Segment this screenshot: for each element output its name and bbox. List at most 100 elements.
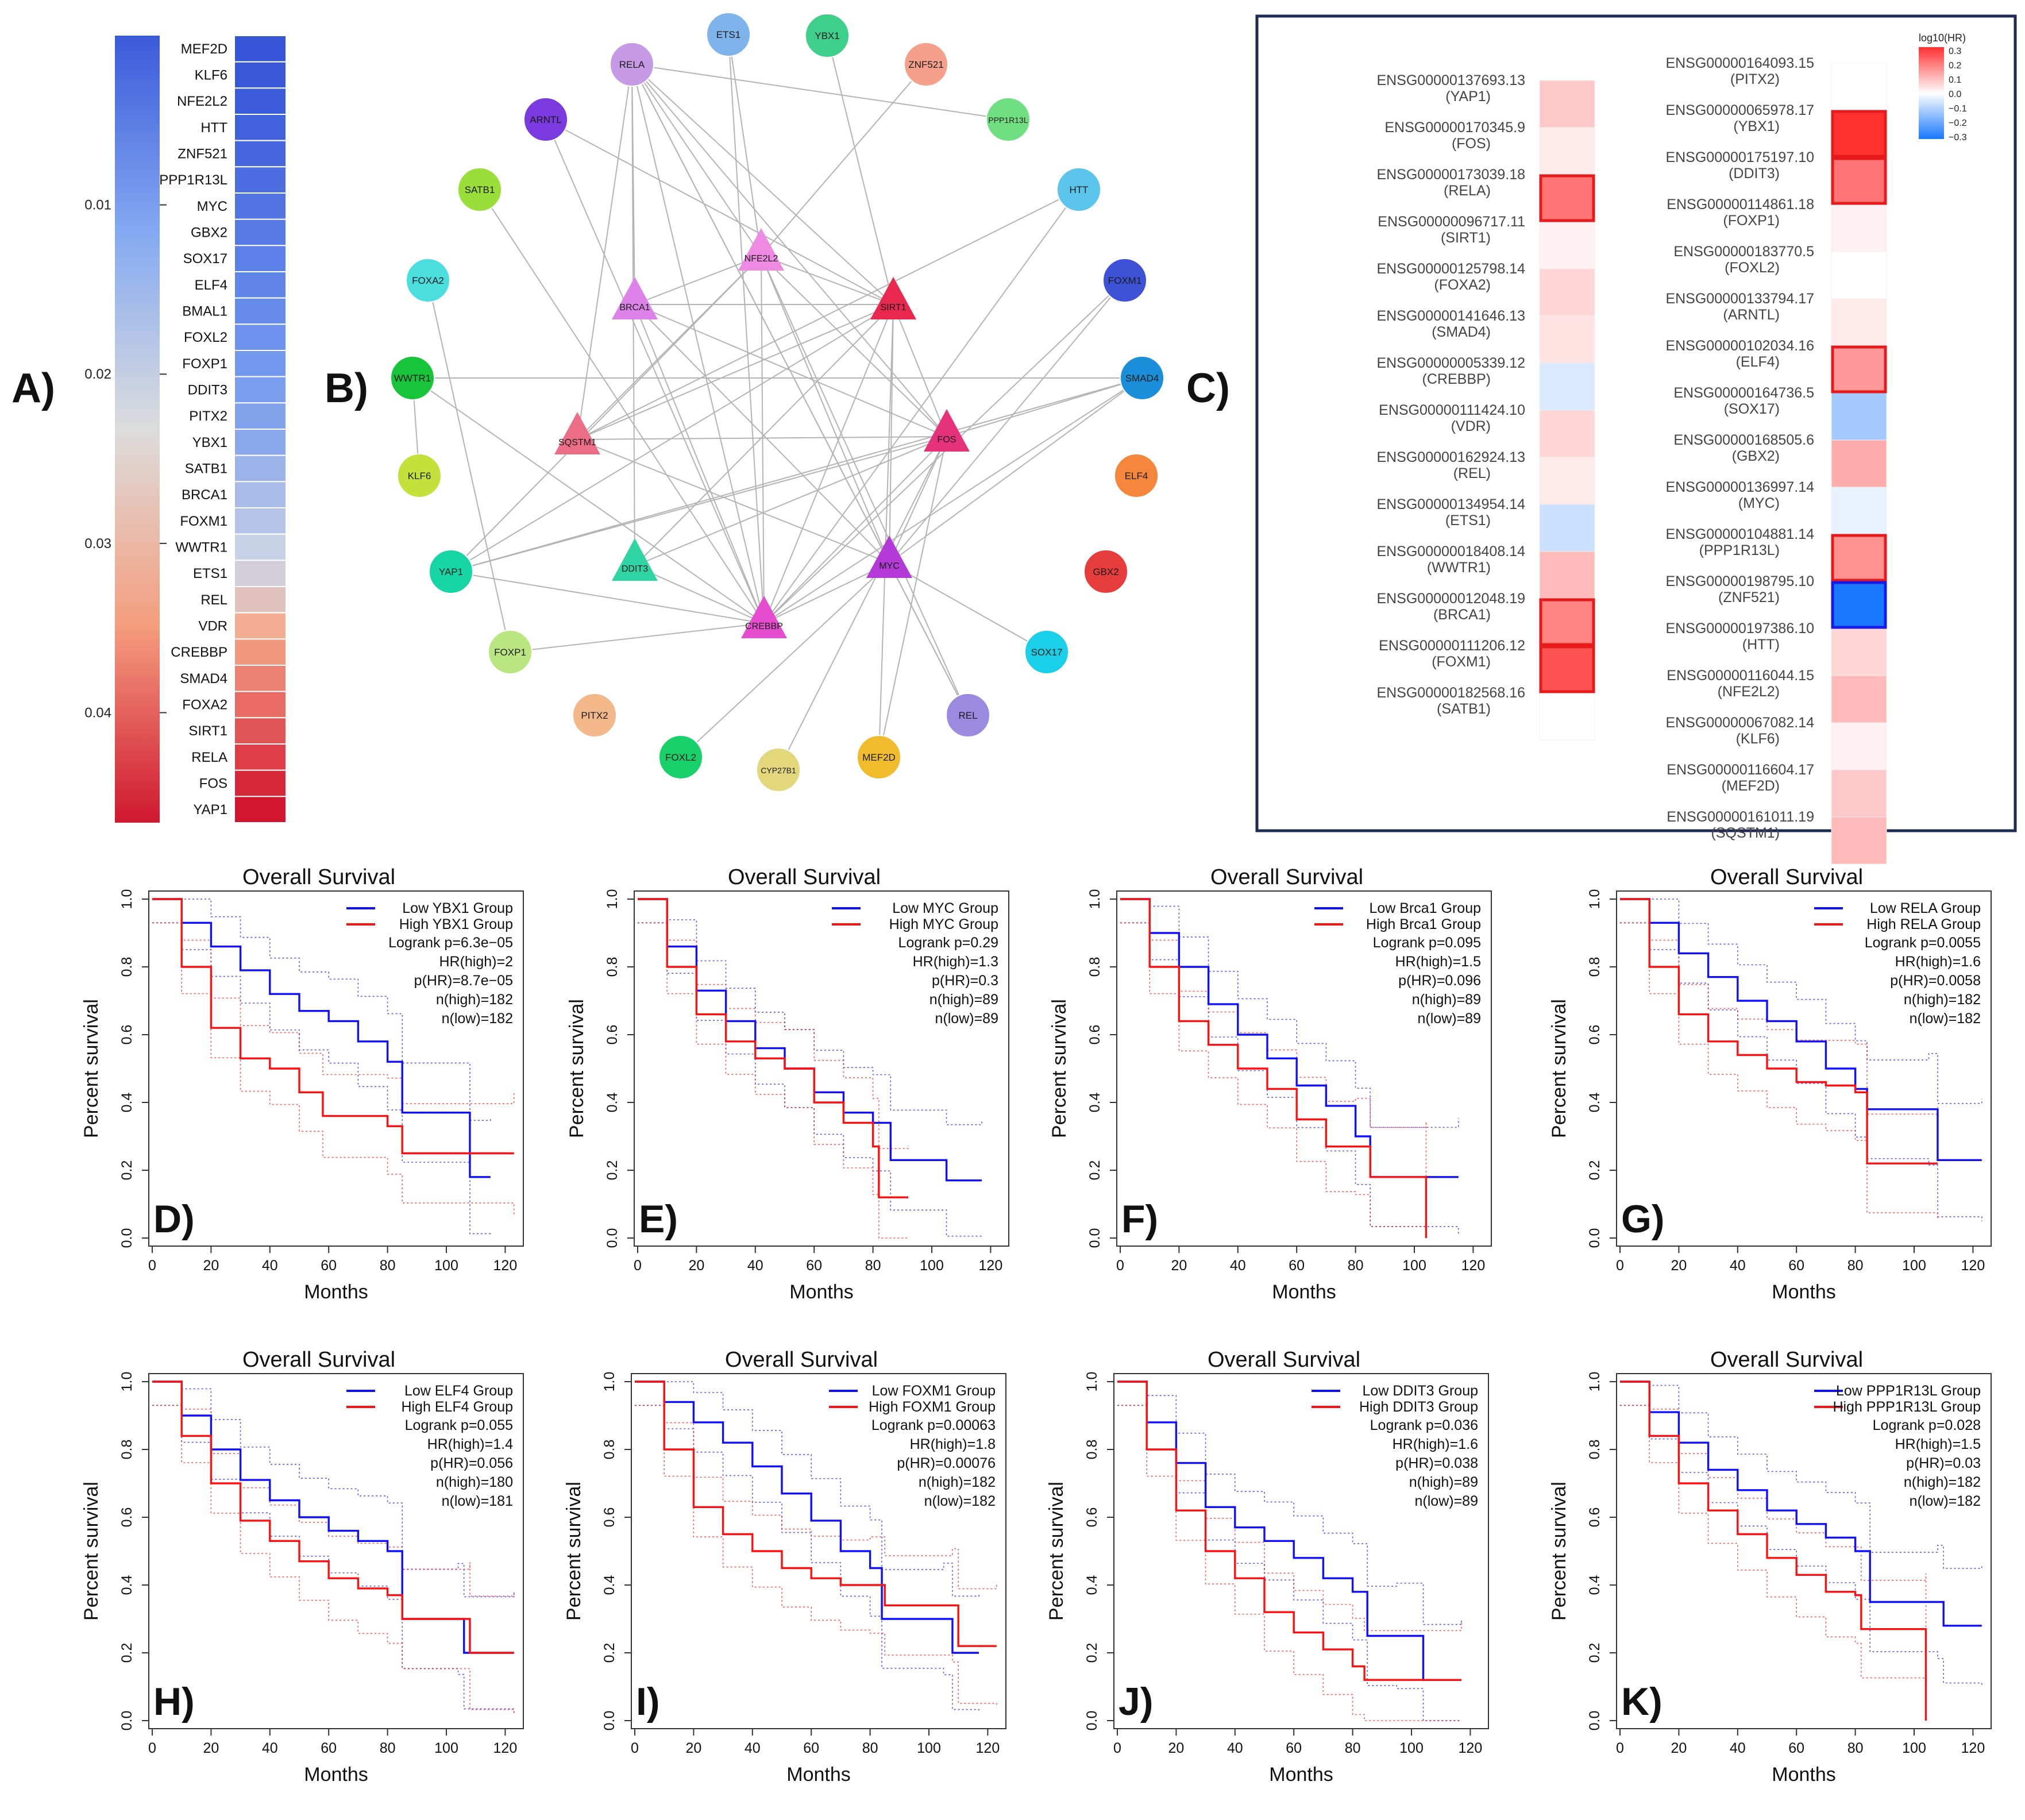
y-tick-label: 0.0 — [1084, 1711, 1100, 1731]
y-tick-label: 1.0 — [604, 889, 620, 909]
high-group-curve — [1117, 1381, 1462, 1681]
hr-gene-label: (MYC) — [1738, 495, 1780, 511]
x-tick-label: 120 — [976, 1740, 1000, 1756]
hr-ensembl-id: ENSG00000164093.15 — [1665, 55, 1814, 71]
y-tick-label: 0.2 — [1087, 1160, 1103, 1181]
high-group-ci-lower — [638, 922, 909, 1239]
hr-cell — [1539, 410, 1595, 458]
low-group-curve — [152, 898, 491, 1178]
hr-cell — [1831, 675, 1887, 723]
legend-high-group: High FOXM1 Group — [869, 1399, 996, 1415]
legend-low-group: Low ELF4 Group — [404, 1383, 513, 1399]
network-edge — [634, 304, 947, 437]
heatmap-a-gene-label: SMAD4 — [180, 671, 227, 687]
low-group-ci-lower — [1620, 922, 1982, 1221]
x-axis-label: Months — [304, 1281, 368, 1303]
network-node-pitx2: PITX2 — [572, 693, 617, 738]
heatmap-a-gene-label: DDIT3 — [188, 383, 227, 398]
hr-gene-label: (ELF4) — [1736, 354, 1780, 370]
x-tick-label: 0 — [1616, 1258, 1624, 1274]
y-tick-label: 0.8 — [119, 1440, 135, 1460]
x-tick-label: 120 — [1961, 1258, 1985, 1274]
network-node-brca1: BRCA1 — [612, 277, 658, 319]
hr-gene-label: (FOXL2) — [1725, 260, 1780, 276]
hr-ensembl-id: ENSG00000164736.5 — [1673, 385, 1814, 401]
y-tick-label: 0.2 — [1587, 1643, 1603, 1663]
stats-line: Logrank p=0.095 — [1373, 935, 1481, 951]
network-edge — [634, 304, 765, 624]
hr-cell — [1831, 110, 1887, 158]
hr-legend-tick: 0.1 — [1949, 75, 1961, 85]
hr-gene-label: (FOS) — [1452, 136, 1491, 152]
legend-low-group: Low DDIT3 Group — [1363, 1383, 1478, 1399]
y-tick-label: 0.0 — [1587, 1711, 1603, 1731]
x-tick-label: 100 — [1902, 1258, 1926, 1274]
heatmap-a-cell — [234, 560, 287, 587]
x-tick-label: 100 — [434, 1740, 458, 1756]
x-tick-label: 40 — [747, 1258, 763, 1274]
hr-ensembl-id: ENSG00000111206.12 — [1379, 638, 1525, 654]
x-tick-label: 80 — [865, 1258, 881, 1274]
heatmap-a-cell — [234, 612, 287, 640]
x-tick-label: 20 — [1671, 1258, 1687, 1274]
stats-line: Logrank p=0.29 — [898, 935, 998, 951]
x-axis-label: Months — [1272, 1281, 1336, 1303]
network-node-label: PITX2 — [581, 710, 608, 721]
heatmap-a-cell — [234, 743, 287, 771]
plot-title: Overall Survival — [1710, 865, 1863, 889]
x-tick-label: 80 — [380, 1740, 396, 1756]
survival-plot: Overall Survival Months Percent survival 0 2… — [563, 1348, 1006, 1786]
hr-gene-label: (NFE2L2) — [1718, 684, 1780, 700]
survival-plots: Overall Survival Months Percent survival 0 2… — [80, 865, 1992, 1786]
hr-gene-label: (FOXA2) — [1434, 277, 1491, 293]
high-group-ci-upper — [1620, 1381, 1927, 1665]
plot-title: Overall Survival — [1210, 865, 1363, 889]
panel-label: G) — [1621, 1197, 1665, 1241]
x-tick-label: 80 — [862, 1740, 878, 1756]
low-group-curve — [1620, 898, 1982, 1161]
hr-significant-outline — [1831, 157, 1887, 205]
heatmap-a-gene-label: FOXA2 — [182, 697, 227, 713]
network-node-label: SMAD4 — [1125, 373, 1159, 384]
x-tick-label: 0 — [1616, 1740, 1624, 1756]
legend-high-group: High MYC Group — [889, 916, 998, 932]
x-tick-label: 0 — [634, 1258, 642, 1274]
network-edge — [631, 64, 947, 437]
x-tick-label: 100 — [1902, 1740, 1926, 1756]
stats-line: Logrank p=0.036 — [1370, 1417, 1478, 1433]
network-node-label: GBX2 — [1093, 566, 1118, 577]
network-edge — [634, 255, 762, 305]
x-tick-label: 40 — [262, 1258, 278, 1274]
network-edge — [634, 304, 890, 564]
y-tick-label: 0.6 — [604, 1025, 620, 1045]
x-tick-label: 60 — [1289, 1258, 1305, 1274]
plot-title: Overall Survival — [725, 1348, 878, 1372]
network-edge — [878, 304, 894, 758]
heatmap-a-gene-label: SIRT1 — [188, 723, 227, 739]
y-tick-label: 0.2 — [604, 1160, 620, 1181]
panel-label-a: A) — [11, 365, 55, 411]
network-node-label: KLF6 — [408, 471, 431, 481]
y-tick-label: 1.0 — [1084, 1372, 1100, 1392]
network-node-label: SATB1 — [465, 184, 495, 195]
network-edge — [889, 280, 1125, 564]
y-axis-label: Percent survival — [1548, 1482, 1570, 1621]
heatmap-a-gene-label: RELA — [191, 750, 227, 765]
hr-gene-label: (BRCA1) — [1433, 607, 1491, 623]
x-axis-label: Months — [789, 1281, 854, 1303]
hr-significant-outline — [1539, 598, 1595, 646]
hr-ensembl-id: ENSG00000137693.13 — [1376, 72, 1525, 88]
heatmap-a-cell — [234, 402, 287, 430]
hr-legend: log10(HR) 0.3 0.2 0.1 0.0 −0.1 −0.2 −0.3 — [1919, 32, 1967, 142]
network-node-label: YAP1 — [439, 566, 463, 577]
hr-gene-label: (SQSTM1) — [1711, 825, 1780, 841]
low-group-ci-upper — [635, 1381, 979, 1597]
stats-line: n(high)=180 — [436, 1474, 513, 1490]
panel-label: D) — [153, 1197, 195, 1241]
y-tick-label: 0.0 — [119, 1228, 135, 1248]
network-nodes: RELA ETS1 YBX1 ZNF521 PPP1R13L HTT FOXM1 SMAD4 E… — [390, 12, 1164, 792]
heatmap-a-gene-label: FOXL2 — [184, 330, 227, 345]
y-axis-label: Percent survival — [1548, 999, 1570, 1138]
low-group-curve — [635, 1381, 979, 1654]
